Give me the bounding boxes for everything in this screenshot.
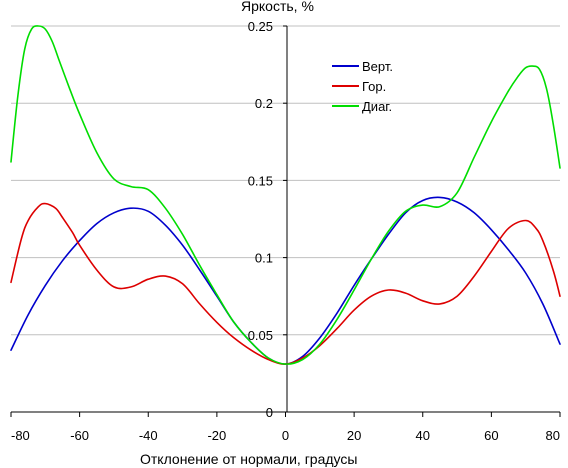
x-axis-title: Отклонение от нормали, градусы: [140, 451, 357, 467]
legend-item-hor: Гор.: [332, 79, 386, 94]
series-lines: [10, 25, 561, 365]
x-tick-label: 40: [416, 428, 430, 443]
x-tick-label: 60: [484, 428, 498, 443]
x-tick-label: 20: [347, 428, 361, 443]
y-tick-label: 0.15: [248, 173, 273, 188]
y-tick-label: 0.25: [248, 19, 273, 34]
series-line-hor: [10, 202, 561, 365]
x-ticks: -80 -60 -40 -20 0 20 40 60 80: [10, 412, 561, 443]
legend-label-hor: Гор.: [362, 79, 386, 94]
legend-label-vert: Верт.: [362, 59, 393, 74]
y-axis-title: Яркость, %: [241, 0, 314, 14]
axes: [11, 26, 560, 413]
legend-label-diag: Диаг.: [362, 99, 392, 114]
x-tick-label: -40: [139, 428, 158, 443]
x-tick-label: 80: [546, 428, 560, 443]
x-tick-label: 0: [282, 428, 289, 443]
x-tick-label: -20: [207, 428, 226, 443]
y-tick-label: 0.05: [248, 328, 273, 343]
legend: Верт. Гор. Диаг.: [332, 59, 393, 114]
y-tick-label: 0.2: [255, 96, 273, 111]
legend-item-diag: Диаг.: [332, 99, 392, 114]
y-ticks: 0 0.05 0.1 0.15 0.2 0.25: [248, 19, 287, 420]
x-tick-label: -80: [11, 428, 30, 443]
x-tick-label: -60: [70, 428, 89, 443]
y-tick-label: 0.1: [255, 251, 273, 266]
y-tick-label: 0: [266, 405, 273, 420]
series-line-diag: [10, 25, 561, 365]
legend-item-vert: Верт.: [332, 59, 393, 74]
series-line-vert: [10, 196, 561, 365]
